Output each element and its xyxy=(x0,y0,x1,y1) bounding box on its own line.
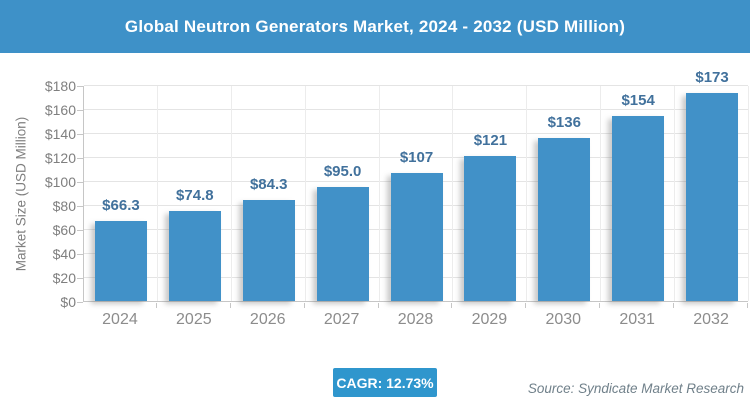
y-tick-label: $180 xyxy=(44,78,76,94)
x-tick-label: 2030 xyxy=(545,311,582,328)
y-tick-mark xyxy=(77,134,83,135)
x-tick-mark xyxy=(155,303,157,308)
gridline-h xyxy=(84,85,748,86)
y-tick-mark xyxy=(77,278,83,279)
gridline-v xyxy=(230,86,232,301)
y-tick-label: $140 xyxy=(44,126,76,142)
y-tick-label: $120 xyxy=(44,150,76,166)
bar-2026 xyxy=(242,199,295,301)
x-tick-label: 2032 xyxy=(693,311,729,328)
gridline-v xyxy=(156,86,158,301)
plot-area: $66.3 $74.8 $84.3 $95.0 $107 $121 $136 $154 $173 xyxy=(83,69,749,302)
gridline-h xyxy=(84,133,748,134)
gridline-h xyxy=(84,109,748,110)
x-tick-mark xyxy=(599,303,601,308)
bar-2024 xyxy=(94,221,147,301)
bar-value-label: $154 xyxy=(621,92,655,110)
x-tick-label: 2028 xyxy=(397,311,434,328)
bar-value-label: $84.3 xyxy=(249,175,288,193)
bar-2027 xyxy=(316,187,369,301)
x-tick-mark xyxy=(377,303,379,308)
y-tick-label: $20 xyxy=(52,270,76,286)
bar-2032 xyxy=(686,93,739,301)
bar-2029 xyxy=(464,155,517,301)
y-tick-mark xyxy=(77,182,83,183)
bar-value-label: $107 xyxy=(399,148,434,166)
y-tick-mark xyxy=(77,230,83,231)
chart-title: Global Neutron Generators Market, 2024 -… xyxy=(124,16,626,36)
x-tick-label: 2029 xyxy=(471,311,508,328)
y-tick-mark xyxy=(77,86,83,87)
x-tick-mark xyxy=(451,303,453,308)
y-tick-mark xyxy=(77,158,83,159)
x-tick-label: 2027 xyxy=(323,311,360,328)
x-tick-label: 2031 xyxy=(619,311,655,328)
bar-2031 xyxy=(612,116,665,301)
y-tick-label: $80 xyxy=(52,198,76,214)
bar-2025 xyxy=(168,211,221,301)
bar-2028 xyxy=(390,172,443,301)
x-tick-mark xyxy=(747,303,748,308)
gridline-v xyxy=(304,86,306,301)
gridline-v xyxy=(674,86,676,301)
cagr-label: CAGR: 12.73% xyxy=(336,374,434,391)
x-tick-mark xyxy=(303,303,305,308)
y-tick-mark xyxy=(77,302,83,303)
gridline-v xyxy=(526,86,528,301)
x-tick-mark xyxy=(525,303,527,308)
y-tick-label: $0 xyxy=(60,294,76,310)
y-tick-label: $160 xyxy=(44,102,76,118)
y-tick-label: $60 xyxy=(52,222,76,238)
gridline-v xyxy=(748,86,749,301)
bar-value-label: $121 xyxy=(473,131,508,149)
x-tick-label: 2025 xyxy=(176,311,212,328)
bar-value-label: $136 xyxy=(547,113,581,131)
source-text: Source: Syndicate Market Research xyxy=(527,381,744,396)
bar-value-label: $66.3 xyxy=(102,197,140,215)
gridline-v xyxy=(600,86,602,301)
x-tick-label: 2026 xyxy=(249,311,286,328)
gridline-h xyxy=(84,157,748,158)
y-tick-mark xyxy=(77,254,83,255)
bar-value-label: $95.0 xyxy=(323,163,362,180)
x-tick-mark xyxy=(229,303,231,308)
x-tick-label: 2024 xyxy=(102,311,138,328)
chart-header: Global Neutron Generators Market, 2024 -… xyxy=(0,0,750,53)
bar-value-label: $173 xyxy=(695,69,729,87)
x-tick-mark xyxy=(673,303,675,308)
cagr-badge: CAGR: 12.73% xyxy=(333,368,437,397)
y-tick-mark xyxy=(77,110,83,111)
bar-2030 xyxy=(538,137,591,301)
y-tick-label: $40 xyxy=(52,246,76,262)
gridline-v xyxy=(378,86,380,301)
bar-value-label: $74.8 xyxy=(176,187,214,205)
gridline-v xyxy=(452,86,454,301)
y-tick-mark xyxy=(77,206,83,207)
y-tick-label: $100 xyxy=(44,174,76,190)
